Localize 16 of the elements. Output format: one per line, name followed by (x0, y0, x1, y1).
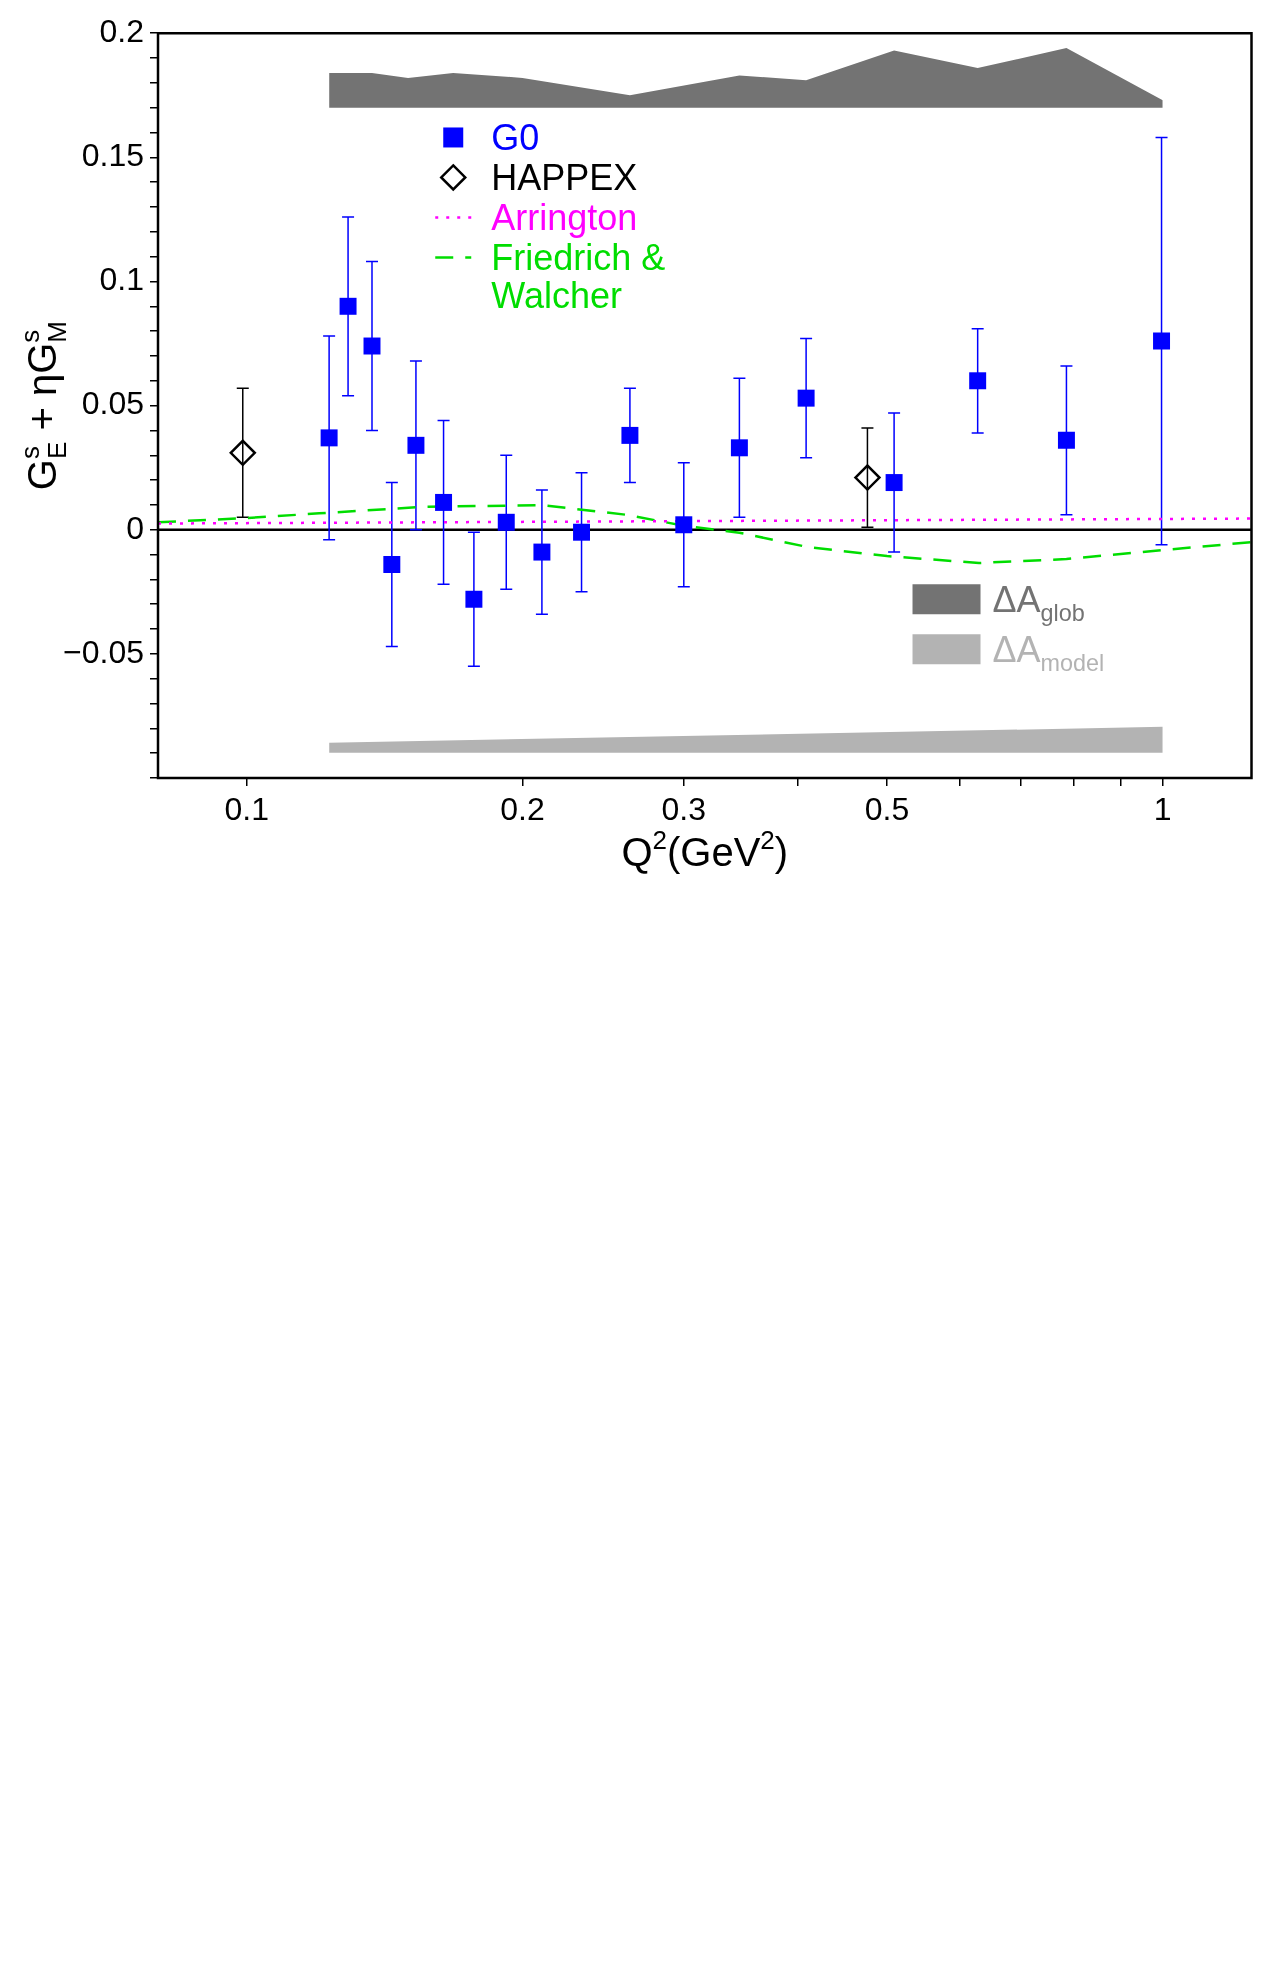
legend-label: HAPPEX (491, 157, 638, 199)
x-tick-label: 0.3 (661, 791, 707, 828)
x-tick-label: 0.5 (864, 791, 910, 828)
legend-label: Friedrich & Walcher (491, 237, 666, 317)
y-tick-label: −0.05 (63, 633, 144, 670)
legend-label: Arrington (491, 197, 638, 239)
x-tick-label: 0.1 (224, 791, 270, 828)
y-tick-label: 0.15 (81, 137, 144, 174)
y-tick-label: 0.05 (81, 385, 144, 422)
y-axis-title: GsE + ηGsM (15, 321, 72, 491)
y-tick-label: 0.1 (99, 261, 144, 298)
y-tick-label: 0 (126, 509, 144, 546)
legend-label: G0 (491, 117, 540, 159)
x-tick-label: 0.2 (500, 791, 545, 828)
x-tick-label: 1 (1153, 791, 1172, 828)
y-tick-label: 0.2 (99, 13, 144, 50)
